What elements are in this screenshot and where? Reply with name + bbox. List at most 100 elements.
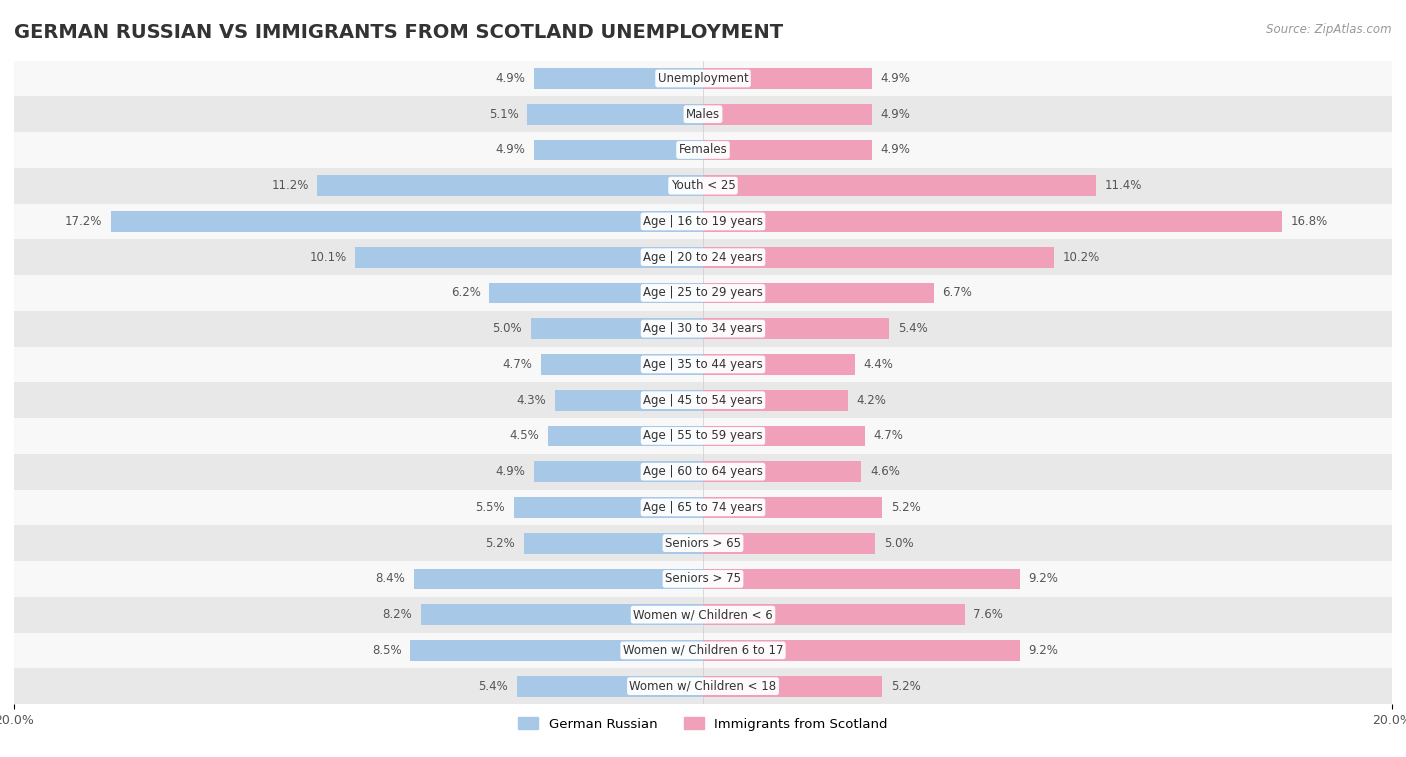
Bar [14, 490, 1392, 525]
Bar [14, 597, 1392, 633]
Text: 5.2%: 5.2% [485, 537, 515, 550]
Bar [703, 640, 1019, 661]
Bar [14, 132, 1392, 168]
Text: Age | 45 to 54 years: Age | 45 to 54 years [643, 394, 763, 407]
Text: Age | 20 to 24 years: Age | 20 to 24 years [643, 251, 763, 263]
Bar [703, 569, 1019, 589]
Bar [703, 176, 1095, 196]
Text: Age | 65 to 74 years: Age | 65 to 74 years [643, 501, 763, 514]
Text: Age | 55 to 59 years: Age | 55 to 59 years [643, 429, 763, 442]
Bar [14, 168, 1392, 204]
Bar [411, 640, 703, 661]
Text: 4.5%: 4.5% [509, 429, 540, 442]
Text: 11.2%: 11.2% [271, 179, 308, 192]
Text: 8.2%: 8.2% [382, 608, 412, 621]
Bar [14, 239, 1392, 275]
Text: Age | 16 to 19 years: Age | 16 to 19 years [643, 215, 763, 228]
Text: 4.2%: 4.2% [856, 394, 886, 407]
Bar [14, 418, 1392, 453]
Text: Males: Males [686, 107, 720, 120]
Bar [703, 604, 965, 625]
Text: 4.3%: 4.3% [516, 394, 547, 407]
Text: 10.1%: 10.1% [309, 251, 346, 263]
Bar [14, 347, 1392, 382]
Text: Females: Females [679, 143, 727, 157]
Text: 5.5%: 5.5% [475, 501, 505, 514]
Text: Unemployment: Unemployment [658, 72, 748, 85]
Text: Age | 35 to 44 years: Age | 35 to 44 years [643, 358, 763, 371]
Text: Seniors > 75: Seniors > 75 [665, 572, 741, 585]
Text: Youth < 25: Youth < 25 [671, 179, 735, 192]
Bar [14, 311, 1392, 347]
Text: 5.4%: 5.4% [478, 680, 509, 693]
Bar [534, 461, 703, 482]
Bar [703, 354, 855, 375]
Bar [489, 282, 703, 304]
Bar [14, 633, 1392, 668]
Text: 4.7%: 4.7% [873, 429, 904, 442]
Bar [703, 425, 865, 447]
Text: 4.9%: 4.9% [880, 72, 910, 85]
Bar [531, 318, 703, 339]
Text: Source: ZipAtlas.com: Source: ZipAtlas.com [1267, 23, 1392, 36]
Bar [14, 561, 1392, 597]
Text: Age | 25 to 29 years: Age | 25 to 29 years [643, 286, 763, 300]
Text: 10.2%: 10.2% [1063, 251, 1101, 263]
Text: 4.7%: 4.7% [502, 358, 533, 371]
Bar [356, 247, 703, 267]
Bar [703, 68, 872, 89]
Text: 4.9%: 4.9% [496, 72, 526, 85]
Text: 4.6%: 4.6% [870, 465, 900, 478]
Text: Women w/ Children < 18: Women w/ Children < 18 [630, 680, 776, 693]
Text: 4.9%: 4.9% [880, 143, 910, 157]
Bar [703, 104, 872, 125]
Bar [703, 318, 889, 339]
Bar [413, 569, 703, 589]
Bar [541, 354, 703, 375]
Bar [14, 204, 1392, 239]
Text: 4.9%: 4.9% [496, 143, 526, 157]
Text: Women w/ Children < 6: Women w/ Children < 6 [633, 608, 773, 621]
Text: 6.2%: 6.2% [451, 286, 481, 300]
Text: Seniors > 65: Seniors > 65 [665, 537, 741, 550]
Bar [14, 275, 1392, 311]
Bar [534, 139, 703, 160]
Text: Women w/ Children 6 to 17: Women w/ Children 6 to 17 [623, 644, 783, 657]
Bar [111, 211, 703, 232]
Bar [318, 176, 703, 196]
Bar [703, 676, 882, 696]
Bar [703, 390, 848, 410]
Bar [703, 461, 862, 482]
Bar [14, 61, 1392, 96]
Bar [527, 104, 703, 125]
Text: 5.4%: 5.4% [897, 322, 928, 335]
Text: Age | 60 to 64 years: Age | 60 to 64 years [643, 465, 763, 478]
Text: 5.0%: 5.0% [884, 537, 914, 550]
Text: 9.2%: 9.2% [1029, 572, 1059, 585]
Bar [703, 247, 1054, 267]
Bar [513, 497, 703, 518]
Bar [14, 525, 1392, 561]
Text: 11.4%: 11.4% [1104, 179, 1142, 192]
Bar [517, 676, 703, 696]
Text: 5.2%: 5.2% [891, 501, 921, 514]
Bar [524, 533, 703, 553]
Bar [555, 390, 703, 410]
Text: 5.2%: 5.2% [891, 680, 921, 693]
Text: 4.9%: 4.9% [496, 465, 526, 478]
Text: 4.4%: 4.4% [863, 358, 893, 371]
Bar [420, 604, 703, 625]
Bar [548, 425, 703, 447]
Bar [14, 668, 1392, 704]
Text: 8.4%: 8.4% [375, 572, 405, 585]
Bar [703, 139, 872, 160]
Text: 5.0%: 5.0% [492, 322, 522, 335]
Text: 17.2%: 17.2% [65, 215, 101, 228]
Text: 6.7%: 6.7% [942, 286, 973, 300]
Text: 4.9%: 4.9% [880, 107, 910, 120]
Bar [703, 497, 882, 518]
Bar [14, 453, 1392, 490]
Text: GERMAN RUSSIAN VS IMMIGRANTS FROM SCOTLAND UNEMPLOYMENT: GERMAN RUSSIAN VS IMMIGRANTS FROM SCOTLA… [14, 23, 783, 42]
Bar [534, 68, 703, 89]
Bar [14, 382, 1392, 418]
